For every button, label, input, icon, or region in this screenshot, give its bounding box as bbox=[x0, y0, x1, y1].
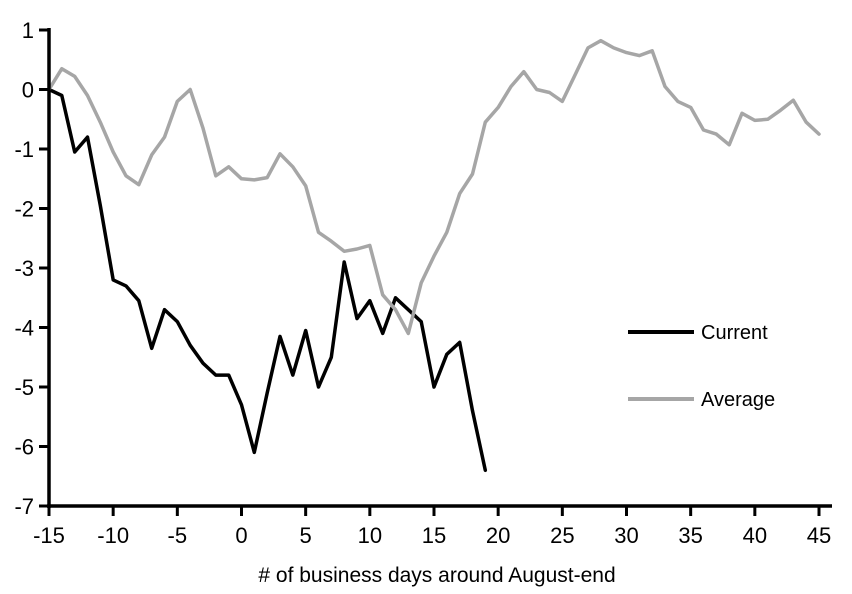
x-tick-label: 35 bbox=[678, 523, 702, 548]
legend: Current Average bbox=[628, 322, 775, 411]
x-tick-label: 45 bbox=[807, 523, 831, 548]
x-tick-label: 25 bbox=[550, 523, 574, 548]
x-axis-title: # of business days around August-end bbox=[258, 564, 615, 587]
x-tick-label: 0 bbox=[235, 523, 247, 548]
x-tick-label: 5 bbox=[300, 523, 312, 548]
x-tick-label: 40 bbox=[743, 523, 767, 548]
series-line-average bbox=[47, 38, 821, 336]
series-layer bbox=[47, 38, 821, 473]
x-tick-label: 30 bbox=[614, 523, 638, 548]
y-tick-label: -6 bbox=[14, 435, 34, 460]
y-tick-label: -5 bbox=[14, 375, 34, 400]
axes-layer: 10-1-2-3-4-5-6-7-15 -10 -5 0 5 10 15 20 25 30 35 40… bbox=[14, 18, 832, 548]
x-tick-label: 15 bbox=[422, 523, 446, 548]
x-tick-label: -10 bbox=[97, 523, 129, 548]
y-tick-label: -1 bbox=[14, 137, 34, 162]
legend-label-current: Current bbox=[701, 322, 768, 344]
y-tick-label: -4 bbox=[14, 316, 34, 341]
x-tick-label: -5 bbox=[168, 523, 188, 548]
y-tick-label: 0 bbox=[22, 78, 34, 103]
y-tick-label: -2 bbox=[14, 197, 34, 222]
legend-label-average: Average bbox=[701, 389, 775, 411]
y-tick-label: -7 bbox=[14, 494, 34, 519]
y-tick-label: -3 bbox=[14, 256, 34, 281]
x-tick-label: 10 bbox=[358, 523, 382, 548]
x-tick-label: 20 bbox=[486, 523, 510, 548]
y-tick-label: 1 bbox=[22, 18, 34, 43]
x-tick-label: -15 bbox=[33, 523, 65, 548]
series-line-current bbox=[47, 87, 488, 473]
